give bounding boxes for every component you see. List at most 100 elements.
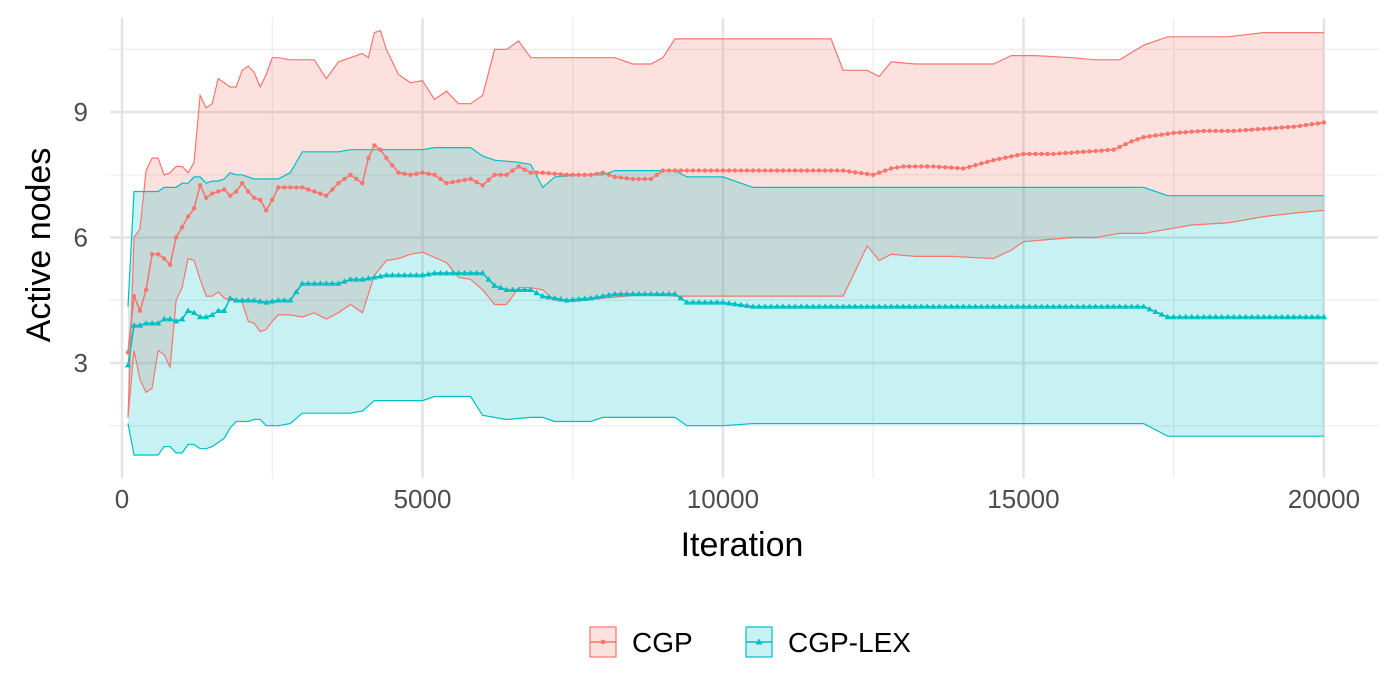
data-point-cgp	[750, 168, 756, 173]
data-point-cgp-lex	[671, 290, 679, 297]
data-point-cgp	[1057, 151, 1062, 156]
data-point-cgp-lex	[665, 290, 673, 297]
data-point-cgp	[1069, 150, 1074, 155]
data-point-cgp-lex	[845, 303, 853, 309]
data-point-cgp	[540, 170, 545, 175]
data-point-cgp-lex	[647, 290, 655, 297]
data-point-cgp	[197, 183, 203, 188]
data-point-cgp	[173, 235, 179, 240]
data-point-cgp-lex	[587, 294, 594, 301]
data-point-cgp-lex	[1170, 313, 1177, 320]
data-point-cgp-lex	[533, 289, 540, 296]
data-point-cgp	[354, 176, 359, 182]
data-point-cgp	[732, 168, 738, 173]
data-point-cgp-lex	[785, 303, 793, 309]
data-point-cgp-lex	[323, 280, 330, 286]
data-point-cgp	[1159, 132, 1164, 137]
data-point-cgp	[1027, 151, 1032, 157]
x-axis-title: Iteration	[681, 526, 804, 564]
data-point-cgp-lex	[563, 297, 570, 303]
data-point-cgp	[288, 185, 293, 190]
data-point-cgp	[516, 164, 521, 169]
data-point-cgp	[822, 168, 828, 173]
data-point-cgp	[1291, 124, 1297, 129]
legend-label-cgp-lex: CGP-LEX	[788, 627, 911, 658]
data-point-cgp	[1195, 129, 1200, 134]
data-point-cgp-lex	[263, 299, 270, 305]
data-point-cgp	[684, 168, 690, 173]
data-point-cgp	[1141, 135, 1146, 140]
data-point-cgp	[672, 168, 678, 173]
data-point-cgp	[468, 176, 473, 182]
data-point-cgp	[937, 164, 942, 170]
data-point-cgp	[762, 168, 768, 173]
data-point-cgp	[624, 176, 629, 181]
legend-label-cgp: CGP	[632, 627, 693, 658]
data-point-cgp-lex	[821, 303, 829, 309]
data-point-cgp	[1189, 129, 1194, 134]
data-point-cgp	[955, 165, 960, 171]
data-point-cgp	[1165, 131, 1170, 136]
data-point-cgp-lex	[232, 297, 240, 303]
data-point-cgp-lex	[293, 288, 300, 295]
data-point-cgp-lex	[857, 303, 865, 309]
data-point-cgp-lex	[870, 303, 877, 309]
data-point-cgp-lex	[473, 269, 480, 276]
data-point-cgp-lex	[1242, 313, 1249, 320]
data-point-cgp-lex	[455, 269, 462, 276]
data-point-cgp-lex	[1140, 303, 1147, 309]
data-point-cgp	[720, 168, 726, 173]
data-point-cgp	[498, 172, 503, 177]
data-point-cgp-lex	[882, 303, 889, 309]
data-point-cgp	[576, 172, 581, 177]
data-point-cgp-lex	[876, 303, 883, 309]
data-point-cgp	[438, 176, 443, 182]
data-point-cgp-lex	[311, 280, 318, 286]
data-point-cgp	[961, 166, 966, 171]
data-point-cgp-lex	[743, 302, 751, 308]
data-point-cgp-lex	[184, 307, 192, 313]
data-point-cgp	[1087, 149, 1092, 154]
data-point-cgp-lex	[154, 320, 162, 326]
data-point-cgp	[642, 176, 647, 182]
data-point-cgp	[600, 170, 605, 175]
ribbons	[127, 29, 1324, 456]
data-point-cgp	[1249, 127, 1255, 132]
data-point-cgp	[1273, 125, 1279, 131]
data-point-cgp	[276, 185, 281, 190]
data-point-cgp	[474, 179, 479, 185]
data-point-cgp-lex	[569, 296, 576, 302]
data-point-cgp-lex	[1158, 311, 1165, 317]
data-point-cgp-lex	[160, 315, 168, 322]
data-point-cgp	[1297, 123, 1303, 129]
data-point-cgp-lex	[317, 280, 324, 286]
data-point-cgp	[913, 164, 918, 169]
data-point-cgp-lex	[725, 300, 733, 306]
data-point-cgp-lex	[503, 286, 510, 293]
data-point-cgp	[985, 159, 990, 165]
data-point-cgp	[1225, 128, 1231, 134]
ribbon-cgp-lex	[128, 147, 1324, 455]
data-point-cgp	[456, 178, 461, 184]
markers	[124, 120, 1328, 368]
data-point-cgp	[234, 189, 239, 194]
data-point-cgp-lex	[1176, 313, 1183, 320]
data-point-cgp	[1201, 128, 1206, 134]
data-point-cgp	[919, 164, 924, 169]
data-point-cgp	[228, 193, 233, 198]
data-point-cgp	[1039, 151, 1044, 157]
data-point-cgp	[570, 172, 575, 177]
data-point-cgp	[1081, 149, 1086, 154]
data-point-cgp	[853, 170, 858, 175]
data-point-cgp-lex	[803, 303, 811, 309]
data-point-cgp	[660, 168, 666, 173]
data-point-cgp	[1123, 142, 1128, 147]
data-point-cgp-lex	[912, 303, 919, 309]
data-point-cgp-lex	[1188, 313, 1195, 320]
data-point-cgp	[1303, 122, 1309, 128]
data-point-cgp-lex	[1152, 308, 1159, 315]
data-point-cgp-lex	[1002, 303, 1009, 309]
data-point-cgp-lex	[1146, 305, 1153, 312]
data-point-cgp	[372, 143, 377, 148]
data-point-cgp	[816, 168, 822, 173]
